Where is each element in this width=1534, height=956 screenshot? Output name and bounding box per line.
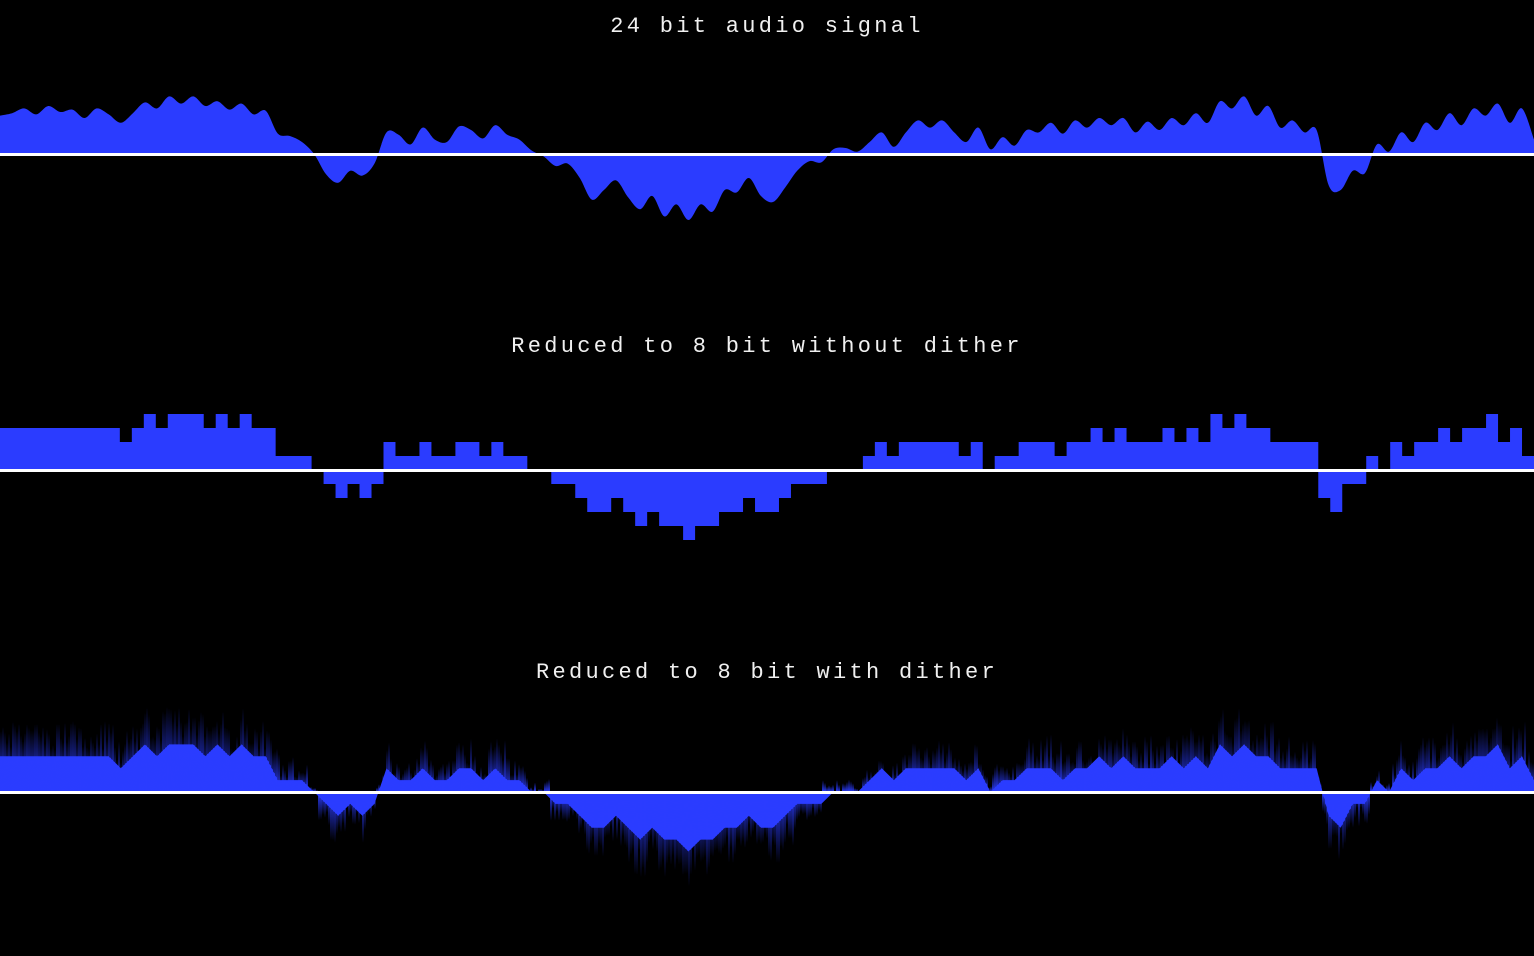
waveform-24bit [0, 50, 1534, 250]
panel-24bit-axis [0, 153, 1534, 156]
panel-24bit-wave-area [0, 50, 1534, 250]
panel-8bit-nodither-title: Reduced to 8 bit without dither [0, 334, 1534, 359]
panel-8bit-dither-wave-area [0, 680, 1534, 900]
panel-8bit-nodither-wave-area [0, 370, 1534, 570]
waveform-fill [0, 96, 1534, 220]
panel-8bit-dither-axis [0, 791, 1534, 794]
panel-24bit-title: 24 bit audio signal [0, 14, 1534, 39]
waveform-fill [0, 706, 1534, 886]
panel-8bit-nodither-axis [0, 469, 1534, 472]
waveform-fill [0, 414, 1534, 540]
